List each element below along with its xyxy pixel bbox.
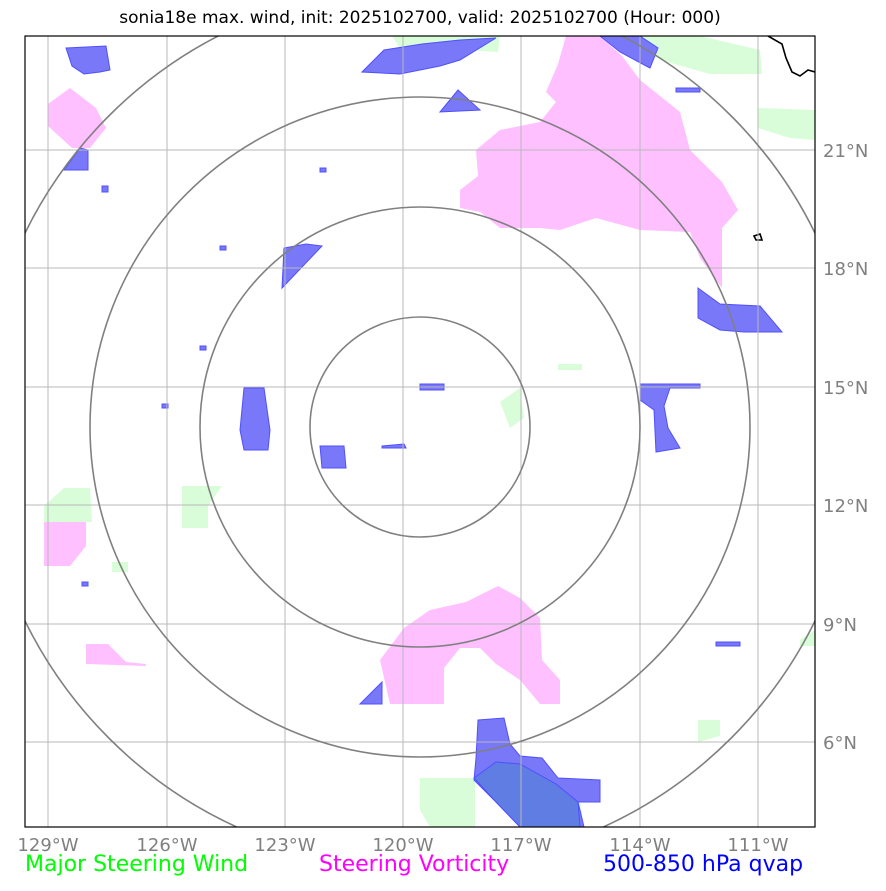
map-title: sonia18e max. wind, init: 2025102700, va… <box>119 8 721 28</box>
longitude-label: 117°W <box>490 835 551 856</box>
qvap-area <box>360 37 497 75</box>
latitude-label: 18°N <box>823 259 868 280</box>
longitude-label: 129°W <box>17 835 78 856</box>
wind-area <box>500 388 524 428</box>
qvap-area <box>358 680 383 705</box>
legend-steering-wind: Major Steering Wind <box>25 852 249 877</box>
vorticity-area <box>460 36 738 288</box>
qvap-overlap-area <box>473 761 581 827</box>
qvap-area <box>319 167 327 173</box>
qvap-area <box>219 245 227 251</box>
wind-area <box>420 778 475 827</box>
longitude-label: 111°W <box>727 835 788 856</box>
latitude-label: 9°N <box>823 615 857 636</box>
qvap-area <box>599 36 659 69</box>
wind-area <box>698 720 720 742</box>
qvap-area <box>239 387 271 451</box>
distance-ring <box>199 206 641 648</box>
vorticity-area <box>44 522 86 566</box>
qvap-area <box>65 45 111 75</box>
qvap-area <box>81 581 89 587</box>
steering-wind-layer <box>44 36 815 827</box>
legend-steering-vorticity: Steering Vorticity <box>319 852 510 877</box>
qvap-area <box>381 443 407 449</box>
qvap-layer <box>63 36 784 827</box>
graticule <box>25 36 815 827</box>
qvap-area <box>675 87 701 93</box>
latitude-label: 6°N <box>823 733 857 754</box>
wind-area <box>558 364 582 370</box>
longitude-label: 126°W <box>136 835 197 856</box>
map-frame <box>24 35 816 828</box>
qvap-area <box>281 243 324 290</box>
qvap-area <box>715 641 741 647</box>
qvap-area <box>101 185 109 193</box>
distance-ring <box>309 316 531 538</box>
vorticity-area <box>86 644 146 666</box>
longitude-label: 120°W <box>372 835 433 856</box>
steering-vorticity-layer <box>44 36 738 704</box>
vorticity-area <box>48 88 106 148</box>
distance-ring <box>89 96 751 758</box>
wind-area <box>758 108 815 140</box>
wind-area <box>640 36 762 74</box>
latitude-label: 15°N <box>823 378 868 399</box>
wind-area <box>112 562 128 572</box>
map-background <box>25 36 815 827</box>
latitude-label: 12°N <box>823 496 868 517</box>
distance-rings <box>25 36 815 827</box>
qvap-area <box>199 345 207 351</box>
wind-area <box>44 488 92 524</box>
latitude-label: 21°N <box>823 141 868 162</box>
longitude-labels: 129°W 126°W 123°W 120°W 117°W 114°W 111°W <box>17 835 788 856</box>
latitude-labels: 21°N 18°N 15°N 12°N 9°N 6°N <box>823 141 868 754</box>
vorticity-area <box>380 586 560 704</box>
qvap-area <box>319 445 347 469</box>
longitude-label: 114°W <box>609 835 670 856</box>
longitude-label: 123°W <box>254 835 315 856</box>
legend-qvap: 500-850 hPa qvap <box>603 852 804 877</box>
